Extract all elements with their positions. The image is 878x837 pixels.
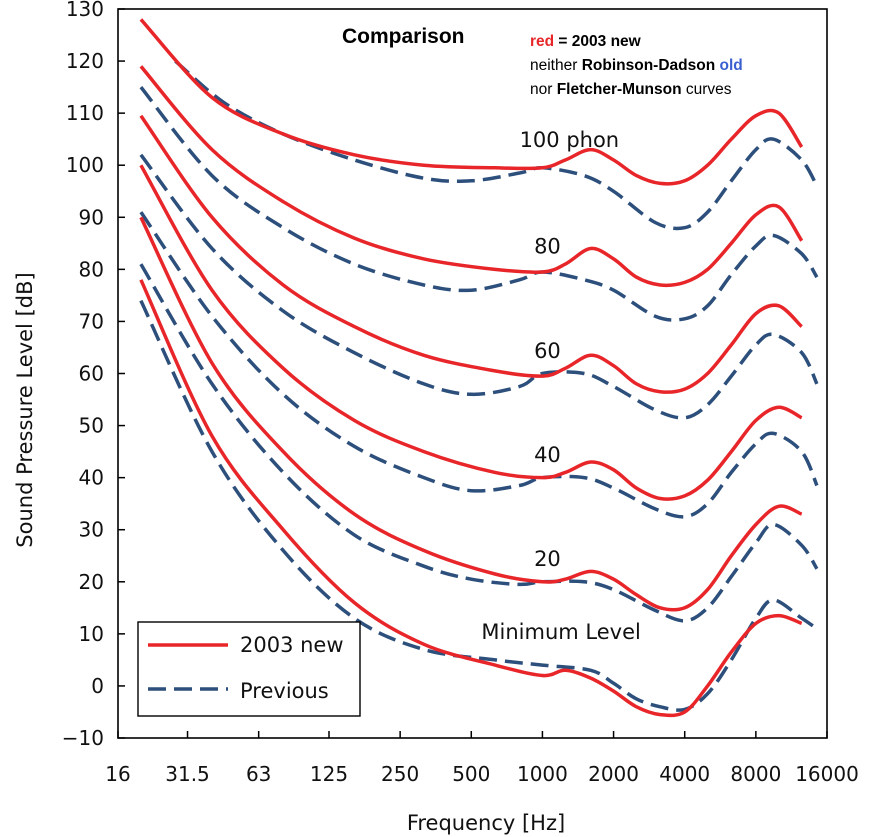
x-tick-label: 1000 xyxy=(517,762,568,786)
note-old-word: old xyxy=(719,57,742,74)
new-curve-100 xyxy=(139,18,804,186)
note-line-2: neither Robinson-Dadson old xyxy=(530,57,743,74)
y-tick-label: 130 xyxy=(66,0,104,21)
x-tick-label: 125 xyxy=(310,762,348,786)
curve-label: 40 xyxy=(534,443,561,467)
y-axis: −10 0 10 20 30 40 50 60 70 80 90 100 110 120 130 xyxy=(62,0,125,750)
y-axis-title: Sound Pressure Level [dB] xyxy=(13,272,37,547)
y-tick-label: 10 xyxy=(79,622,104,646)
note-robinson-dadson: Robinson-Dadson xyxy=(582,57,715,74)
y-tick-label: −10 xyxy=(62,726,104,750)
chart-title: Comparison xyxy=(342,25,465,48)
legend-label-previous: Previous xyxy=(240,679,329,703)
y-tick-label: 0 xyxy=(91,674,104,698)
new-curve-80 xyxy=(139,65,804,288)
x-tick-label: 250 xyxy=(381,762,419,786)
y-tick-label: 80 xyxy=(79,257,104,281)
curve-label: 60 xyxy=(534,339,561,363)
x-tick-label: 500 xyxy=(452,762,490,786)
new-curve-min xyxy=(139,279,803,718)
note-line-1-rest: = 2003 new xyxy=(554,33,642,50)
note-line-1: red = 2003 new xyxy=(530,33,642,50)
new-curve-40 xyxy=(139,164,803,501)
x-tick-label: 2000 xyxy=(588,762,639,786)
note-line-3-b: curves xyxy=(682,81,732,98)
curve-label: 20 xyxy=(534,547,561,571)
y-tick-label: 40 xyxy=(79,466,104,490)
legend-box xyxy=(137,621,361,717)
y-tick-label: 120 xyxy=(66,49,104,73)
legend: 2003 new Previous xyxy=(137,621,361,717)
x-tick-label: 16000 xyxy=(795,762,859,786)
curve-labels: 100 phon 80 60 40 20 Minimum Level xyxy=(481,128,640,644)
curve-label: Minimum Level xyxy=(481,620,640,644)
y-tick-label: 60 xyxy=(79,362,104,386)
curve-label: 100 phon xyxy=(520,128,620,152)
x-tick-label: 16 xyxy=(105,762,130,786)
new-curve-20 xyxy=(139,216,803,612)
curve-label: 80 xyxy=(534,235,561,259)
x-axis: 16 31.5 63 125 250 500 1000 2000 4000 8000 16000 xyxy=(105,731,859,786)
x-tick-label: 8000 xyxy=(730,762,781,786)
x-tick-label: 31.5 xyxy=(165,762,210,786)
note-red-word: red xyxy=(530,33,554,50)
y-tick-label: 50 xyxy=(79,414,104,438)
new-curves xyxy=(139,18,804,718)
note-line-2-a: neither xyxy=(530,57,582,74)
legend-label-new: 2003 new xyxy=(240,633,344,657)
y-tick-label: 100 xyxy=(66,153,104,177)
previous-curve-40 xyxy=(139,211,819,519)
previous-curve-60 xyxy=(139,153,819,420)
previous-curve-80 xyxy=(139,86,819,322)
note-line-3-a: nor xyxy=(530,81,557,98)
previous-curve-min xyxy=(139,299,818,712)
y-tick-label: 70 xyxy=(79,309,104,333)
note-line-3: nor Fletcher-Munson curves xyxy=(530,81,732,98)
new-curve-60 xyxy=(139,114,803,394)
y-tick-label: 30 xyxy=(79,518,104,542)
x-tick-label: 4000 xyxy=(659,762,710,786)
note-fletcher-munson: Fletcher-Munson xyxy=(557,81,682,98)
y-tick-label: 20 xyxy=(79,570,104,594)
previous-curve-20 xyxy=(139,263,819,623)
x-axis-title: Frequency [Hz] xyxy=(407,811,565,835)
y-tick-label: 110 xyxy=(66,101,104,125)
previous-curve-100 xyxy=(174,59,819,231)
x-tick-label: 63 xyxy=(246,762,271,786)
previous-curves xyxy=(139,59,819,712)
y-tick-label: 90 xyxy=(79,205,104,229)
